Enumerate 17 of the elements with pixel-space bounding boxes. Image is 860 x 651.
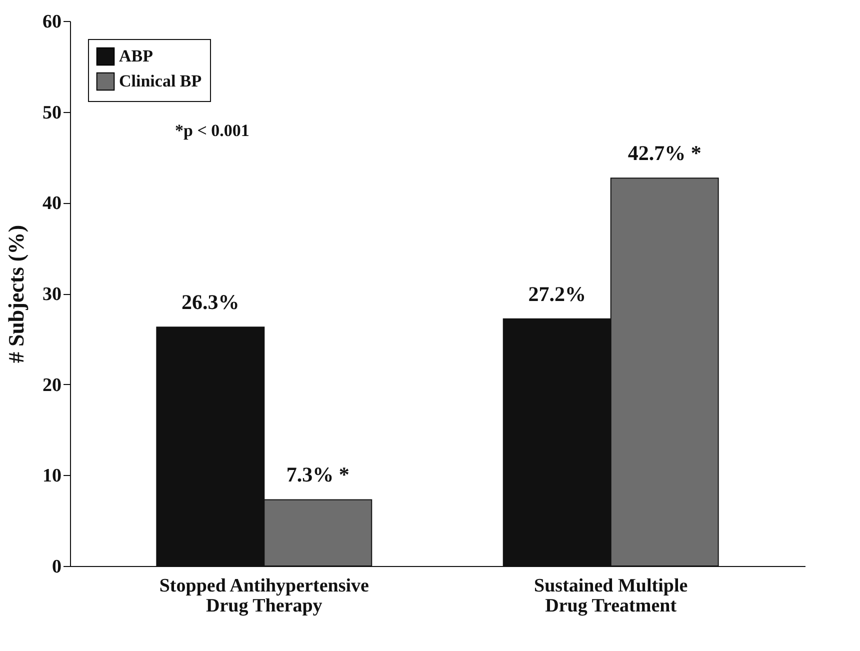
legend-label: ABP [119,46,153,66]
annotation: *p < 0.001 [175,121,250,140]
y-tick-label: 10 [42,466,62,487]
x-tick-label: Stopped Antihypertensive Drug Therapy [159,576,369,616]
data-label: 7.3% * [286,462,350,487]
y-tick-label: 50 [42,102,62,124]
legend-label: Clinical BP [119,72,202,90]
y-tick-label: 30 [42,284,62,305]
y-tick-label: 20 [42,374,62,396]
data-label: 42.7% * [628,141,702,166]
data-label: 27.2% [528,282,586,306]
y-tick-label: 0 [52,556,62,578]
y-tick-label: 40 [42,193,62,214]
y-tick-label: 60 [42,12,62,32]
data-label: 26.3% [182,290,240,314]
y-axis-title: # Subjects (%) [4,224,28,364]
x-tick-label: Sustained Multiple Drug Treatment [534,576,688,616]
